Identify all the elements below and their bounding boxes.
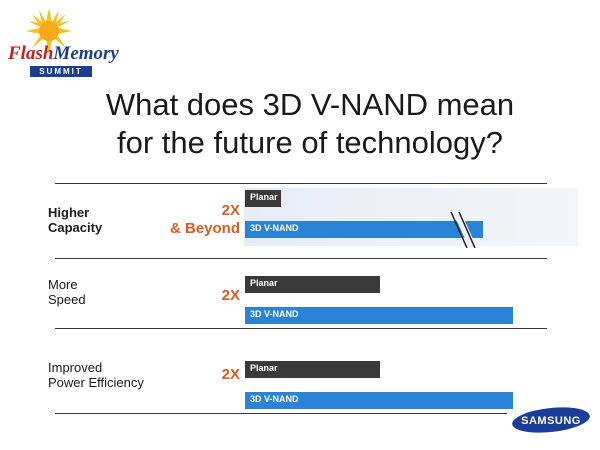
divider-rule-3 bbox=[55, 328, 547, 329]
divider-rule-2 bbox=[55, 258, 547, 259]
row-label-3: Improved Power Efficiency bbox=[48, 360, 144, 390]
vnand-bar-label: 3D V-NAND bbox=[250, 223, 299, 233]
slide-title: What does 3D V-NAND mean for the future … bbox=[40, 86, 580, 162]
logo-memory-text: Memory bbox=[53, 43, 119, 64]
samsung-logo: SAMSUNG bbox=[512, 407, 590, 433]
multiplier-label-3: 2X bbox=[222, 366, 240, 384]
divider-rule-4 bbox=[55, 413, 507, 414]
multiplier-value: 2X bbox=[221, 202, 240, 219]
vnand-bar-2: 3D V-NAND bbox=[245, 307, 513, 324]
planar-bar-2: Planar bbox=[245, 276, 380, 293]
sun-icon bbox=[26, 8, 72, 54]
flash-memory-summit-logo: FlashMemory SUMMIT bbox=[8, 8, 119, 80]
slide-title-line-2: for the future of technology? bbox=[116, 125, 504, 160]
samsung-logo-text: SAMSUNG bbox=[521, 415, 581, 427]
planar-bar-3: Planar bbox=[245, 361, 380, 378]
row-label-line-2: Speed bbox=[48, 292, 86, 307]
axis-break-icon bbox=[450, 212, 477, 248]
row-label-2: More Speed bbox=[48, 277, 86, 307]
multiplier-value: 2X bbox=[221, 287, 240, 304]
multiplier-qualifier: & Beyond bbox=[169, 220, 240, 237]
logo-wordmark: FlashMemory bbox=[8, 44, 119, 64]
vnand-bar-label: 3D V-NAND bbox=[250, 394, 299, 404]
planar-bar-label: Planar bbox=[250, 278, 278, 288]
row-label-line-1: Improved bbox=[48, 360, 103, 375]
multiplier-label-1: 2X & Beyond bbox=[170, 202, 240, 238]
multiplier-label-2: 2X bbox=[222, 287, 240, 305]
planar-bar-label: Planar bbox=[250, 363, 278, 373]
planar-bar-label: Planar bbox=[250, 192, 278, 202]
slide-title-line-1: What does 3D V-NAND mean bbox=[105, 87, 515, 122]
row-label-line-2: Power Efficiency bbox=[48, 375, 144, 390]
row-label-line-1: Higher bbox=[48, 205, 90, 220]
planar-bar-1: Planar bbox=[245, 190, 281, 207]
logo-summit-badge: SUMMIT bbox=[30, 66, 92, 77]
vnand-bar-3: 3D V-NAND bbox=[245, 392, 513, 409]
row-label-line-2: Capacity bbox=[48, 220, 103, 235]
divider-rule-1 bbox=[55, 183, 547, 184]
logo-flash-text: Flash bbox=[8, 43, 54, 64]
multiplier-value: 2X bbox=[221, 366, 240, 383]
vnand-bar-1: 3D V-NAND bbox=[245, 221, 483, 238]
row-label-line-1: More bbox=[48, 277, 78, 292]
row-label-1: Higher Capacity bbox=[48, 205, 102, 235]
vnand-bar-label: 3D V-NAND bbox=[250, 309, 299, 319]
